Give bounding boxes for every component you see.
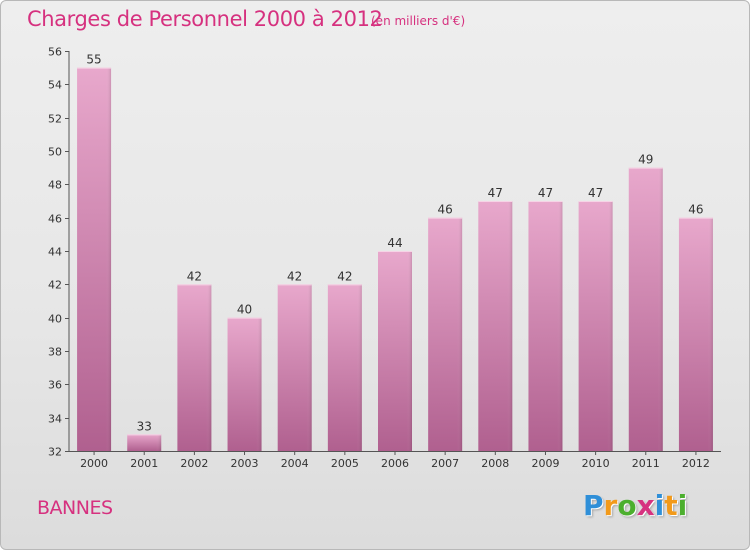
x-tick-label: 2007 [431, 457, 459, 470]
logo-letter: i [654, 489, 665, 522]
x-tick-label: 2012 [682, 457, 710, 470]
bar-shade [428, 217, 463, 451]
y-tick-label: 34 [48, 413, 62, 426]
data-label: 46 [438, 203, 453, 217]
chart-subtitle: (en milliers d'€) [371, 14, 466, 28]
bar-shade [528, 201, 563, 451]
x-tick-label: 2009 [531, 457, 559, 470]
bar-shade [628, 167, 663, 451]
y-tick-label: 46 [48, 213, 62, 226]
data-label: 49 [638, 153, 653, 167]
data-label: 42 [337, 269, 352, 283]
x-tick-label: 2011 [632, 457, 660, 470]
x-tick-label: 2005 [331, 457, 359, 470]
chart-title: Charges de Personnel 2000 à 2012 [27, 7, 383, 31]
bar-shade [327, 284, 362, 451]
bar-shade [578, 201, 613, 451]
bar-shade [378, 251, 412, 451]
bar-shade [277, 284, 312, 451]
x-tick-label: 2006 [381, 457, 409, 470]
data-label: 55 [86, 53, 101, 67]
y-tick-label: 56 [48, 46, 62, 59]
bar-shade [478, 201, 513, 451]
logo-letter: P [583, 489, 604, 522]
labels-group: 55 2000 33 2001 42 2002 40 2003 42 2004 42 2005 44 20… [48, 46, 710, 471]
y-tick-label: 36 [48, 379, 62, 392]
y-tick-label: 48 [48, 179, 62, 192]
y-tick-label: 32 [48, 446, 62, 459]
data-label: 42 [187, 269, 202, 283]
logo-letter: t [664, 489, 678, 522]
x-tick-label: 2001 [130, 457, 158, 470]
data-label: 47 [588, 186, 603, 200]
x-tick-label: 2010 [582, 457, 610, 470]
x-tick-label: 2004 [281, 457, 309, 470]
data-label: 33 [137, 419, 152, 433]
logo-letter: x [636, 489, 655, 522]
data-label: 46 [688, 203, 703, 217]
axes-group [65, 51, 721, 455]
x-tick-label: 2002 [180, 457, 208, 470]
proxiti-logo[interactable]: Proxiti [583, 489, 687, 522]
y-tick-label: 40 [48, 313, 62, 326]
commune-name: BANNES [37, 497, 113, 519]
bar-shade [678, 217, 713, 451]
bar-shade [227, 317, 262, 451]
logo-letter: o [617, 489, 637, 522]
y-tick-label: 42 [48, 279, 62, 292]
logo-letter: i [677, 489, 688, 522]
bar-shade [127, 434, 162, 451]
y-tick-label: 50 [48, 146, 62, 159]
y-tick-label: 44 [48, 246, 62, 259]
data-label: 40 [237, 303, 252, 317]
data-label: 44 [387, 236, 402, 250]
data-label: 47 [488, 186, 503, 200]
x-tick-label: 2003 [231, 457, 259, 470]
data-label: 47 [538, 186, 553, 200]
bar-shade [77, 67, 112, 452]
y-tick-label: 54 [48, 79, 62, 92]
x-tick-label: 2008 [481, 457, 509, 470]
x-tick-label: 2000 [80, 457, 108, 470]
logo-letter: r [603, 489, 618, 522]
y-tick-label: 52 [48, 113, 62, 126]
data-label: 42 [287, 269, 302, 283]
bar-shade [177, 284, 212, 451]
bars-group [77, 67, 713, 452]
y-tick-label: 38 [48, 346, 62, 359]
